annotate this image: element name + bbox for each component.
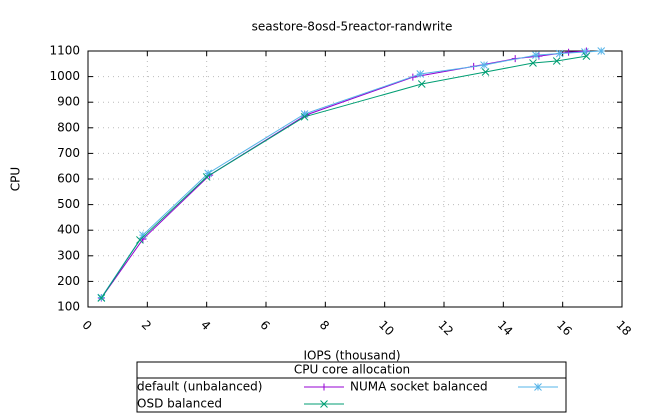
x-tick-label: 6 [257, 318, 272, 333]
point-marker [581, 48, 589, 56]
x-tick-label: 18 [613, 318, 634, 339]
y-tick-label: 700 [57, 146, 80, 160]
y-tick-label: 600 [57, 172, 80, 186]
legend-marker [320, 400, 328, 408]
legend-marker [534, 383, 542, 391]
point-marker [480, 61, 488, 69]
x-axis-label: IOPS (thousand) [303, 349, 400, 363]
plot-frame [87, 50, 623, 308]
y-tick-label: 300 [57, 248, 80, 262]
legend-label: NUMA socket balanced [350, 380, 488, 394]
legend-title: CPU core allocation [294, 363, 410, 377]
point-marker [582, 52, 591, 60]
x-tick-label: 14 [495, 318, 516, 339]
y-tick-label: 400 [57, 223, 80, 237]
point-marker [97, 294, 106, 302]
legend-box [136, 361, 567, 413]
series-line [100, 50, 587, 299]
point-marker [202, 173, 211, 181]
y-axis-label: CPU [9, 167, 23, 191]
x-tick-label: 12 [435, 318, 456, 339]
x-tick-label: 16 [554, 318, 575, 339]
y-tick-label: 200 [57, 274, 80, 288]
x-tick-label: 8 [317, 318, 332, 333]
legend-label: OSD balanced [137, 397, 222, 411]
y-tick-label: 900 [57, 95, 80, 109]
point-marker [300, 112, 309, 121]
series-line [100, 55, 587, 299]
x-tick-label: 0 [79, 318, 94, 333]
point-marker [552, 57, 561, 65]
x-tick-label: 4 [198, 318, 213, 333]
point-marker [481, 68, 490, 76]
y-tick-label: 1100 [49, 44, 80, 58]
point-marker [565, 48, 573, 56]
point-marker [139, 231, 147, 239]
point-marker [555, 49, 564, 58]
y-tick-label: 1000 [49, 69, 80, 83]
x-tick-label: 2 [139, 318, 154, 333]
legend-marker [320, 383, 328, 391]
y-tick-label: 800 [57, 120, 80, 134]
point-marker [529, 59, 537, 67]
point-marker [597, 47, 606, 55]
y-tick-label: 500 [57, 197, 80, 211]
point-marker [417, 80, 426, 88]
y-tick-label: 100 [57, 300, 80, 314]
legend-label: default (unbalanced) [137, 380, 262, 394]
series-line [100, 50, 602, 298]
point-marker [204, 169, 213, 178]
point-marker [136, 236, 144, 244]
chart-title: seastore-8osd-5reactor-randwrite [252, 20, 453, 34]
point-marker [300, 110, 309, 118]
point-marker [416, 70, 425, 78]
x-tick-label: 10 [376, 318, 397, 339]
point-marker [532, 51, 540, 59]
